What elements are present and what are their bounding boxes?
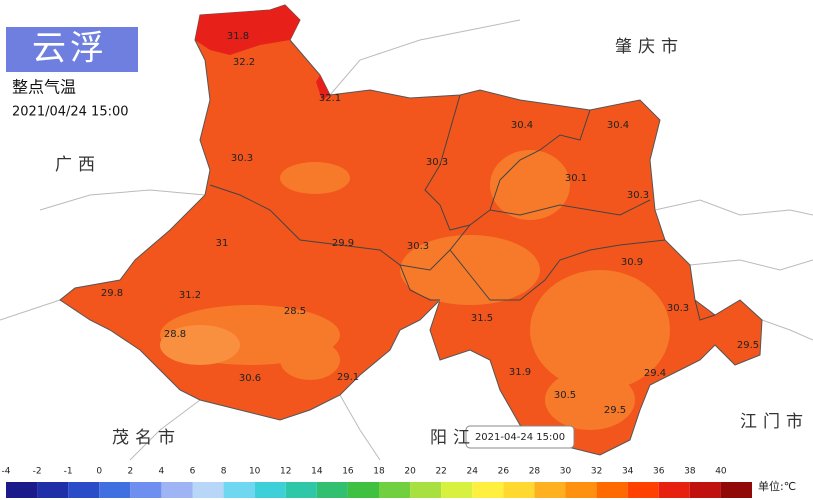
legend-swatch bbox=[379, 482, 411, 498]
region-label: 江门市 bbox=[740, 412, 809, 432]
neighbor-borders bbox=[0, 19, 813, 461]
legend-swatch bbox=[161, 482, 193, 498]
region-label: 阳江 bbox=[430, 428, 476, 448]
legend-tick: 10 bbox=[249, 467, 261, 477]
legend-swatch bbox=[410, 482, 442, 498]
station-reading: 30.9 bbox=[621, 257, 643, 268]
station-reading: 31 bbox=[216, 238, 229, 249]
station-reading: 29.1 bbox=[337, 372, 359, 383]
legend-swatch bbox=[441, 482, 473, 498]
temperature-patches bbox=[160, 5, 670, 430]
legend-swatch bbox=[37, 482, 69, 498]
station-reading: 30.4 bbox=[511, 120, 533, 131]
legend-swatch bbox=[130, 482, 162, 498]
station-reading: 28.5 bbox=[284, 306, 306, 317]
station-reading: 32.2 bbox=[233, 57, 255, 68]
legend-tick: 18 bbox=[373, 467, 385, 477]
legend-tick: -1 bbox=[64, 467, 73, 477]
station-reading: 30.4 bbox=[607, 120, 629, 131]
legend-swatch bbox=[627, 482, 659, 498]
legend-swatch bbox=[254, 482, 286, 498]
legend-tick: 20 bbox=[404, 467, 416, 477]
legend-swatch bbox=[720, 482, 752, 498]
legend-tick: 26 bbox=[498, 467, 510, 477]
legend-swatch bbox=[503, 482, 535, 498]
legend-tick: -2 bbox=[33, 467, 42, 477]
station-reading: 30.5 bbox=[554, 390, 576, 401]
tooltip-box bbox=[465, 425, 575, 449]
station-reading: 29.8 bbox=[101, 288, 123, 299]
title: 云浮 bbox=[32, 29, 108, 69]
station-reading: 30.3 bbox=[667, 303, 689, 314]
station-reading: 30.3 bbox=[407, 241, 429, 252]
legend-swatch bbox=[192, 482, 224, 498]
station-reading: 32.1 bbox=[319, 93, 341, 104]
legend-tick: 22 bbox=[435, 467, 446, 477]
legend-tick: 4 bbox=[159, 467, 165, 477]
tooltip: 2021-04-24 15:00 bbox=[475, 432, 565, 443]
legend-tick: 34 bbox=[622, 467, 634, 477]
legend-unit: 单位:℃ bbox=[758, 479, 796, 493]
region-label: 广西 bbox=[55, 155, 101, 175]
station-reading: 30.3 bbox=[627, 190, 649, 201]
legend-swatch bbox=[6, 482, 38, 498]
station-reading: 31.2 bbox=[179, 290, 201, 301]
station-reading: 29.9 bbox=[332, 238, 354, 249]
legend-tick: 40 bbox=[715, 467, 727, 477]
legend-tick: 28 bbox=[529, 467, 541, 477]
legend-swatch bbox=[565, 482, 597, 498]
legend-swatch bbox=[223, 482, 255, 498]
station-reading: 29.4 bbox=[644, 368, 666, 379]
station-reading: 30.6 bbox=[239, 373, 261, 384]
legend-swatch bbox=[285, 482, 317, 498]
legend-tick: 32 bbox=[591, 467, 602, 477]
legend-tick: 0 bbox=[96, 467, 102, 477]
region-label: 肇庆市 bbox=[615, 37, 684, 57]
legend-tick: 6 bbox=[190, 467, 196, 477]
station-reading: 31.9 bbox=[509, 367, 531, 378]
legend-tick: 12 bbox=[280, 467, 291, 477]
legend-tick: 2 bbox=[127, 467, 133, 477]
station-reading: 31.8 bbox=[227, 31, 249, 42]
legend-swatch bbox=[534, 482, 566, 498]
legend-tick: 36 bbox=[653, 467, 665, 477]
legend-swatch bbox=[347, 482, 379, 498]
station-reading: 31.5 bbox=[471, 313, 493, 324]
legend-swatch bbox=[689, 482, 721, 498]
subtitle: 整点气温 bbox=[12, 78, 76, 97]
legend-swatch bbox=[596, 482, 628, 498]
legend-tick: 14 bbox=[311, 467, 323, 477]
datetime: 2021/04/24 15:00 bbox=[12, 105, 129, 120]
station-reading: 29.5 bbox=[604, 405, 626, 416]
legend-swatch bbox=[68, 482, 100, 498]
station-reading: 30.3 bbox=[426, 157, 448, 168]
legend-swatch bbox=[316, 482, 348, 498]
county-borders bbox=[209, 94, 716, 321]
legend-tick: 24 bbox=[467, 467, 479, 477]
station-reading: 28.8 bbox=[164, 329, 186, 340]
title-box bbox=[6, 27, 138, 72]
legend-swatch bbox=[658, 482, 690, 498]
station-reading: 30.1 bbox=[565, 173, 587, 184]
legend-tick: 8 bbox=[221, 467, 227, 477]
city-area bbox=[59, 4, 763, 456]
legend-tick: -4 bbox=[2, 467, 11, 477]
station-reading: 30.3 bbox=[231, 153, 253, 164]
legend-tick: 16 bbox=[342, 467, 354, 477]
legend-tick: 30 bbox=[560, 467, 572, 477]
station-reading: 29.5 bbox=[737, 340, 759, 351]
legend-tick: 38 bbox=[684, 467, 696, 477]
legend-swatch bbox=[472, 482, 504, 498]
legend-swatch bbox=[99, 482, 131, 498]
region-label: 茂名市 bbox=[112, 428, 181, 448]
